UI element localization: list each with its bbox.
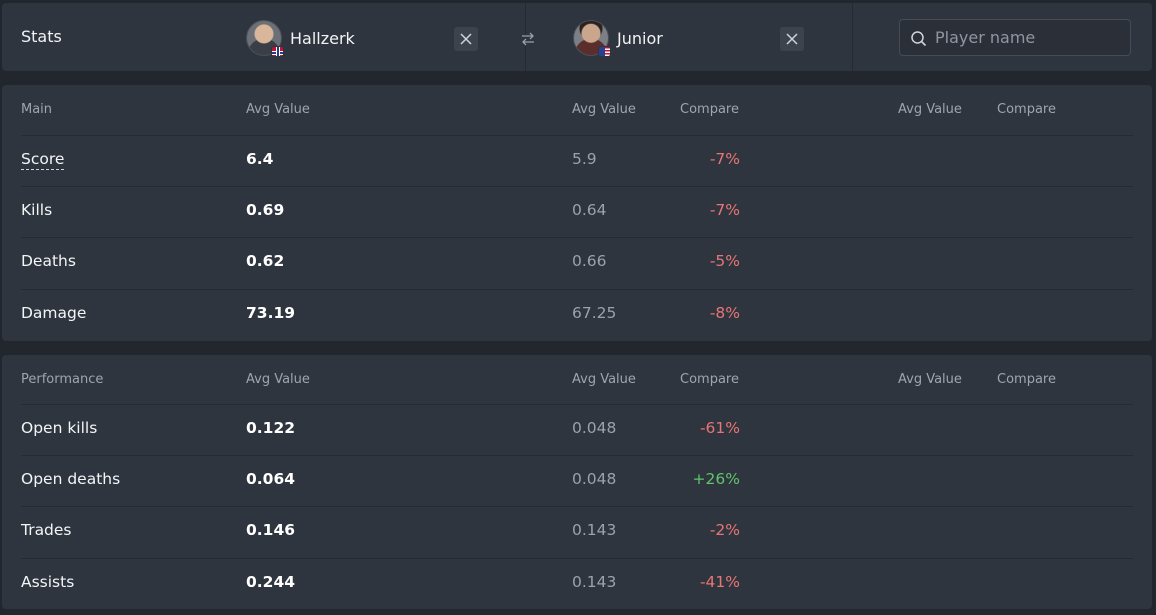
close-icon (460, 33, 472, 45)
player1-value: 0.146 (246, 521, 296, 539)
player-search[interactable] (899, 19, 1131, 56)
col-avg-value-2: Avg Value (572, 102, 636, 117)
player2-value: 0.048 (572, 419, 617, 437)
table-row: Damage 73.19 67.25 -8% (2, 289, 1152, 340)
player1-value: 73.19 (246, 304, 296, 322)
col-compare-3: Compare (997, 372, 1056, 387)
player1-name[interactable]: Hallzerk (290, 28, 355, 48)
search-icon (911, 31, 927, 47)
player2-name[interactable]: Junior (617, 28, 663, 48)
player1-value: 0.69 (246, 201, 285, 219)
stat-label: Deaths (21, 252, 76, 270)
player1-value: 0.62 (246, 252, 285, 270)
section-title: Main (21, 102, 53, 117)
divider (525, 3, 526, 71)
table-row: Kills 0.69 0.64 -7% (2, 186, 1152, 237)
stat-label: Damage (21, 304, 87, 322)
player1-avatar (246, 20, 284, 57)
usa-flag-icon (598, 46, 611, 57)
player2-value: 0.143 (572, 521, 617, 539)
compare-value: -8% (709, 304, 740, 322)
row-divider (21, 506, 1133, 507)
player2-value: 0.66 (572, 252, 607, 270)
col-avg-value-3: Avg Value (898, 102, 962, 117)
table-row: Trades 0.146 0.143 -2% (2, 506, 1152, 557)
player2-chip[interactable]: Junior (573, 19, 663, 57)
col-avg-value-1: Avg Value (246, 372, 310, 387)
main-stats-table: Main Avg Value Avg Value Compare Avg Val… (2, 85, 1152, 341)
divider (852, 3, 853, 71)
table-header: Main Avg Value Avg Value Compare Avg Val… (2, 85, 1152, 134)
section-title: Performance (21, 372, 104, 387)
remove-player1-button[interactable] (454, 27, 478, 51)
row-divider (21, 289, 1133, 290)
player1-value: 0.064 (246, 470, 296, 488)
stat-label-score[interactable]: Score (21, 150, 65, 170)
player2-value: 0.048 (572, 470, 617, 488)
stat-label: Trades (21, 521, 72, 539)
player2-value: 0.143 (572, 573, 617, 591)
player2-value: 0.64 (572, 201, 607, 219)
col-compare-2: Compare (680, 372, 739, 387)
table-row: Assists 0.244 0.143 -41% (2, 558, 1152, 609)
remove-player2-button[interactable] (780, 27, 804, 51)
player2-avatar (573, 20, 611, 57)
row-divider (21, 135, 1133, 136)
row-divider (21, 237, 1133, 238)
player2-value: 67.25 (572, 304, 617, 322)
row-divider (21, 186, 1133, 187)
col-avg-value-3: Avg Value (898, 372, 962, 387)
row-divider (21, 404, 1133, 405)
compare-value: -41% (699, 573, 740, 591)
search-input[interactable] (935, 20, 1125, 55)
compare-value: +26% (692, 470, 740, 488)
row-divider (21, 455, 1133, 456)
table-row: Deaths 0.62 0.66 -5% (2, 237, 1152, 288)
compare-value: -5% (709, 252, 740, 270)
stat-label: Assists (21, 573, 75, 591)
table-row: Open kills 0.122 0.048 -61% (2, 404, 1152, 455)
compare-value: -7% (709, 150, 740, 168)
norway-flag-icon (271, 46, 284, 57)
player1-chip[interactable]: Hallzerk (246, 19, 355, 57)
swap-icon (522, 32, 534, 46)
swap-players-button[interactable] (516, 27, 540, 51)
table-header: Performance Avg Value Avg Value Compare … (2, 355, 1152, 404)
table-row: Score 6.4 5.9 -7% (2, 135, 1152, 186)
page-title: Stats (21, 27, 62, 46)
stats-header: Stats Hallzerk Junior (2, 3, 1152, 71)
compare-value: -7% (709, 201, 740, 219)
col-avg-value-1: Avg Value (246, 102, 310, 117)
compare-value: -61% (699, 419, 740, 437)
player2-value: 5.9 (572, 150, 597, 168)
col-compare-3: Compare (997, 102, 1056, 117)
performance-stats-table: Performance Avg Value Avg Value Compare … (2, 355, 1152, 609)
stat-label: Kills (21, 201, 53, 219)
table-row: Open deaths 0.064 0.048 +26% (2, 455, 1152, 506)
row-divider (21, 558, 1133, 559)
player1-value: 6.4 (246, 150, 274, 168)
col-avg-value-2: Avg Value (572, 372, 636, 387)
close-icon (786, 33, 798, 45)
compare-value: -2% (709, 521, 740, 539)
col-compare-2: Compare (680, 102, 739, 117)
player1-value: 0.122 (246, 419, 296, 437)
stat-label: Open kills (21, 419, 98, 437)
player1-value: 0.244 (246, 573, 296, 591)
stat-label: Open deaths (21, 470, 121, 488)
